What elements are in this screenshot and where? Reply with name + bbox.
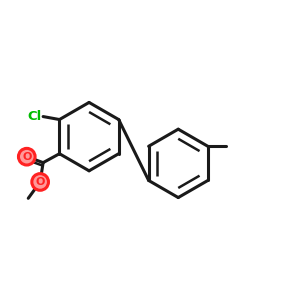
Circle shape — [32, 174, 49, 190]
Text: O: O — [35, 177, 45, 187]
Circle shape — [19, 148, 35, 165]
Text: O: O — [22, 152, 32, 162]
Text: Cl: Cl — [27, 110, 42, 123]
